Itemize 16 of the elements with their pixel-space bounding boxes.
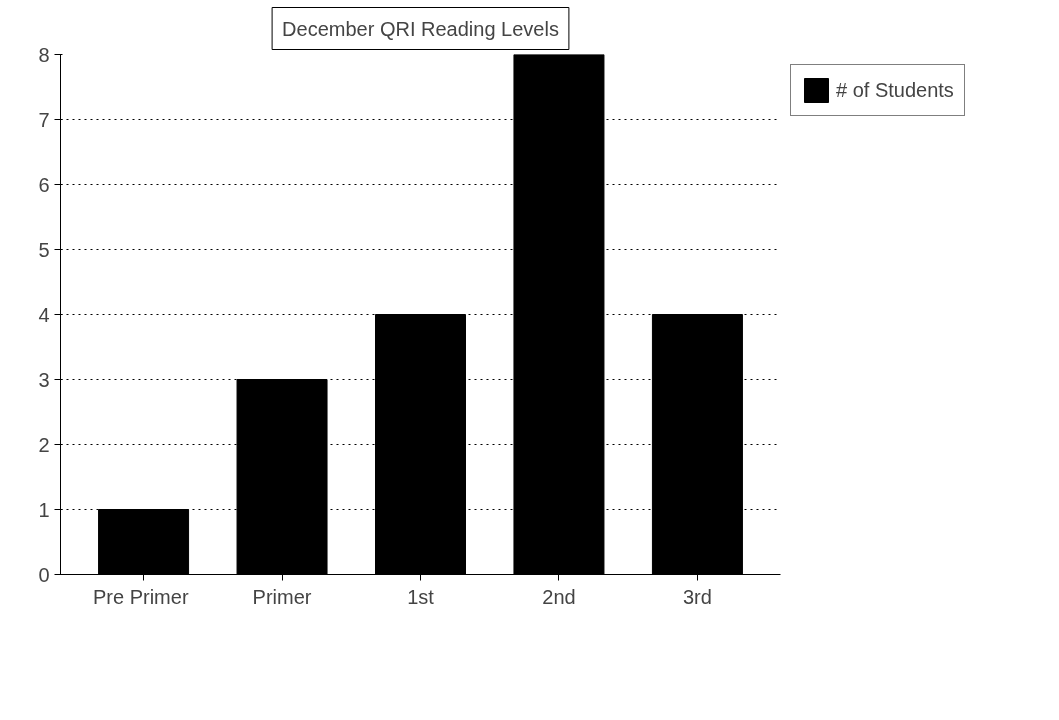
y-tick-label: 0 (38, 563, 50, 586)
y-tick-label: 5 (38, 238, 50, 261)
x-tick-label: 2nd (542, 585, 576, 608)
x-tick-label: 3rd (682, 585, 712, 608)
x-tick-label: 1st (407, 585, 435, 608)
y-tick-label: 7 (38, 108, 50, 131)
x-tick-label: Primer (252, 585, 312, 608)
x-tick-label: Pre Primer (93, 585, 189, 608)
y-tick-label: 1 (38, 498, 50, 521)
y-tick-label: 2 (38, 433, 50, 456)
y-tick-label: 4 (38, 303, 50, 326)
legend-label: # of Students (836, 78, 954, 102)
y-tick-label: 3 (38, 368, 50, 391)
y-tick-label: 8 (38, 43, 50, 66)
chart-title: December QRI Reading Levels (282, 17, 559, 40)
y-tick-label: 6 (38, 173, 50, 196)
